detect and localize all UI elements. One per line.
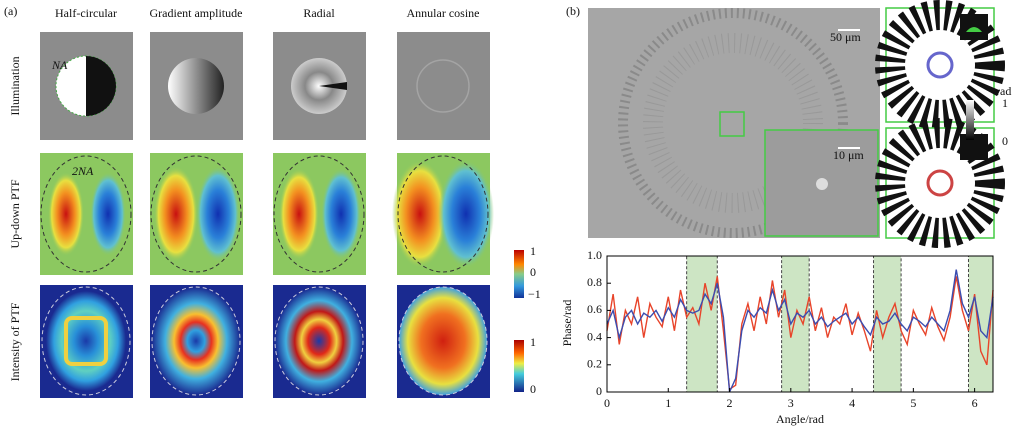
scale-bar-label: 10 μm bbox=[833, 148, 864, 162]
annotation: 2NA bbox=[72, 164, 94, 178]
x-tick-label: 1 bbox=[665, 396, 671, 410]
colorbar-label: −1 bbox=[528, 287, 541, 301]
x-axis-title: Angle/rad bbox=[776, 412, 824, 426]
colorbar-label: 1 bbox=[1002, 96, 1008, 110]
x-tick-label: 5 bbox=[910, 396, 916, 410]
colorbar-label: 0 bbox=[1002, 134, 1008, 148]
colorbar bbox=[514, 340, 524, 392]
colorbar bbox=[966, 100, 974, 140]
column-title: Annular cosine bbox=[407, 6, 480, 20]
column-title: Radial bbox=[303, 6, 335, 20]
annotation: NA bbox=[51, 58, 68, 72]
x-tick-label: 4 bbox=[849, 396, 855, 410]
figure: (a) Half-circular Gradient amplitude Rad… bbox=[0, 0, 1017, 428]
intensity-images bbox=[40, 285, 490, 398]
y-tick-label: 0.8 bbox=[587, 275, 602, 289]
row-label: Illumination bbox=[8, 56, 22, 115]
y-tick-label: 1.0 bbox=[587, 248, 602, 262]
column-title: Gradient amplitude bbox=[150, 6, 243, 20]
scale-bar-label: 50 μm bbox=[830, 30, 861, 44]
colorbar bbox=[514, 250, 524, 298]
column-title: Half-circular bbox=[55, 6, 117, 20]
microscope-images bbox=[588, 8, 994, 238]
highlight-region bbox=[687, 256, 718, 392]
y-tick-label: 0.2 bbox=[587, 357, 602, 371]
colorbar-label: 0 bbox=[530, 382, 536, 396]
panel-label: (b) bbox=[566, 4, 580, 18]
x-tick-label: 0 bbox=[604, 396, 610, 410]
illumination-images bbox=[40, 32, 490, 140]
row-label: Intensity of PTF bbox=[8, 302, 22, 381]
colorbar-label: 1 bbox=[530, 244, 536, 258]
x-tick-label: 3 bbox=[788, 396, 794, 410]
y-tick-label: 0 bbox=[596, 384, 602, 398]
y-tick-label: 0.6 bbox=[587, 302, 602, 316]
x-tick-label: 6 bbox=[972, 396, 978, 410]
colorbar-label: 0 bbox=[530, 265, 536, 279]
x-tick-label: 2 bbox=[727, 396, 733, 410]
highlight-region bbox=[782, 256, 810, 392]
line-chart: 0 1 2 3 4 5 6 0 0.2 0.4 0.6 0.8 1.0 bbox=[587, 248, 993, 410]
colorbar-label: 1 bbox=[530, 335, 536, 349]
ptf-images bbox=[40, 153, 494, 275]
row-label: Up-down PTF bbox=[8, 179, 22, 248]
panel-label: (a) bbox=[4, 4, 17, 18]
y-tick-label: 0.4 bbox=[587, 329, 602, 343]
y-axis-title: Phase/rad bbox=[560, 300, 574, 347]
